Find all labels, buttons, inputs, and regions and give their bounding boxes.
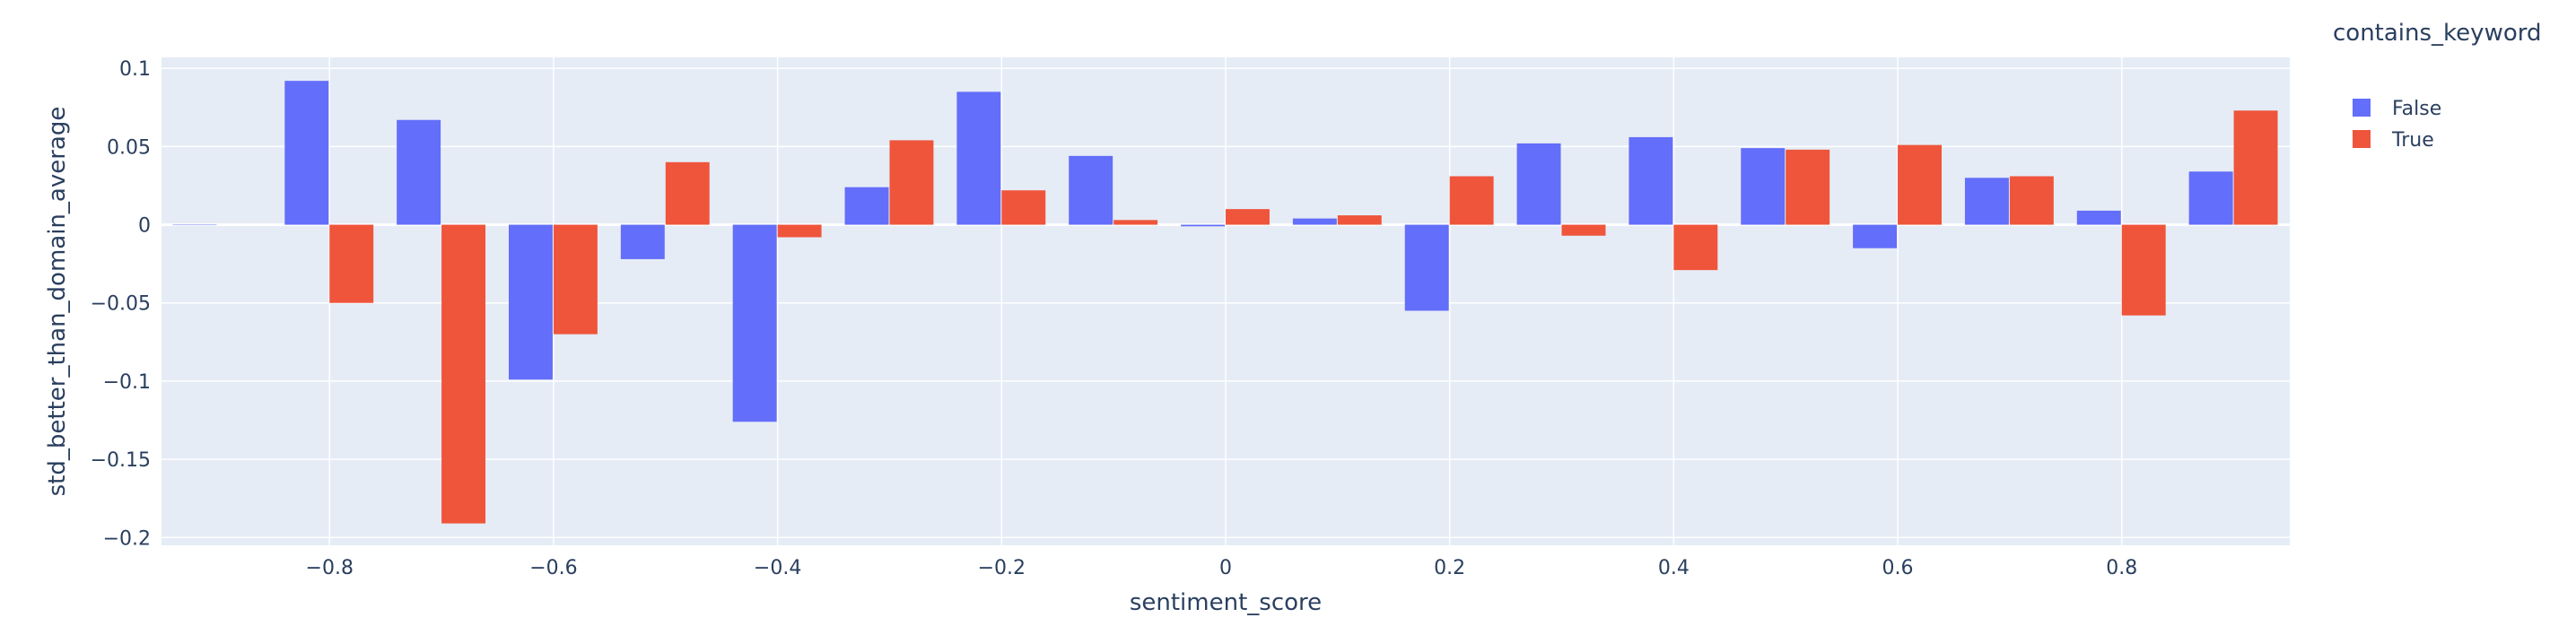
bar-true[interactable] [889,140,934,225]
y-tick-label: −0.05 [91,293,151,316]
bar-true[interactable] [1226,209,1270,225]
y-tick-label: 0 [138,215,151,238]
bar-false[interactable] [732,224,777,422]
bar-true[interactable] [1673,224,1718,271]
bar-false[interactable] [2076,210,2121,225]
y-tick-label: −0.15 [91,449,151,472]
y-tick-label: −0.1 [103,371,151,394]
bar-false[interactable] [1741,148,1786,225]
bar-false[interactable] [2188,171,2233,225]
bar-true[interactable] [777,224,822,238]
legend-label-true[interactable]: True [2391,129,2434,152]
bar-true[interactable] [1786,149,1830,225]
x-axis-ticks: −0.8 −0.6 −0.4 −0.2 0 0.2 0.4 0.6 0.8 [306,557,2138,579]
bar-false[interactable] [509,224,553,380]
bar-true[interactable] [553,224,598,335]
bar-false[interactable] [1404,224,1449,311]
bar-false[interactable] [397,119,441,225]
x-tick-label: 0.2 [1434,557,1465,579]
bar-false[interactable] [1964,178,2009,225]
bar-false[interactable] [844,187,889,225]
bar-false[interactable] [1853,224,1898,248]
bars [172,81,2278,524]
bar-true[interactable] [1113,220,1158,225]
bar-false[interactable] [1629,136,1673,225]
bar-false[interactable] [1292,218,1337,225]
bar-true[interactable] [2121,224,2166,316]
legend-swatch-false[interactable] [2353,99,2371,117]
bar-true[interactable] [1001,190,1046,225]
bar-false[interactable] [1069,155,1113,225]
x-tick-label: −0.8 [306,557,354,579]
legend-title: contains_keyword [2333,20,2541,47]
bar-true[interactable] [2009,176,2054,225]
legend-swatch-true[interactable] [2353,130,2371,148]
x-tick-label: 0.4 [1658,557,1690,579]
x-tick-label: −0.4 [754,557,801,579]
bar-false[interactable] [1516,143,1561,225]
x-tick-label: −0.6 [529,557,577,579]
legend-label-false[interactable]: False [2392,98,2441,120]
bar-false[interactable] [620,224,665,259]
bar-false[interactable] [1181,224,1225,227]
bar-true[interactable] [441,224,486,524]
bar-true[interactable] [1449,176,1494,225]
bar-true[interactable] [1561,224,1606,236]
x-axis-title: sentiment_score [1130,589,1322,616]
x-tick-label: 0.8 [2106,557,2137,579]
bar-false[interactable] [956,91,1001,225]
bar-true[interactable] [2233,110,2278,225]
y-axis-title: std_better_than_domain_average [44,107,71,497]
bar-false[interactable] [284,81,329,225]
bar-true[interactable] [1898,144,1942,225]
x-tick-label: 0.6 [1882,557,1914,579]
x-tick-label: −0.2 [978,557,1026,579]
x-tick-label: 0 [1219,557,1232,579]
y-tick-label: 0.1 [119,58,151,81]
bar-true[interactable] [329,224,374,303]
bar-true[interactable] [665,161,710,225]
bar-true[interactable] [1337,215,1382,225]
y-tick-label: 0.05 [107,136,151,159]
y-tick-label: −0.2 [103,527,151,550]
y-axis-ticks: 0.1 0.05 0 −0.05 −0.1 −0.15 −0.2 [91,58,151,550]
legend[interactable]: contains_keyword False True [2333,20,2541,152]
bar-false[interactable] [172,224,217,226]
